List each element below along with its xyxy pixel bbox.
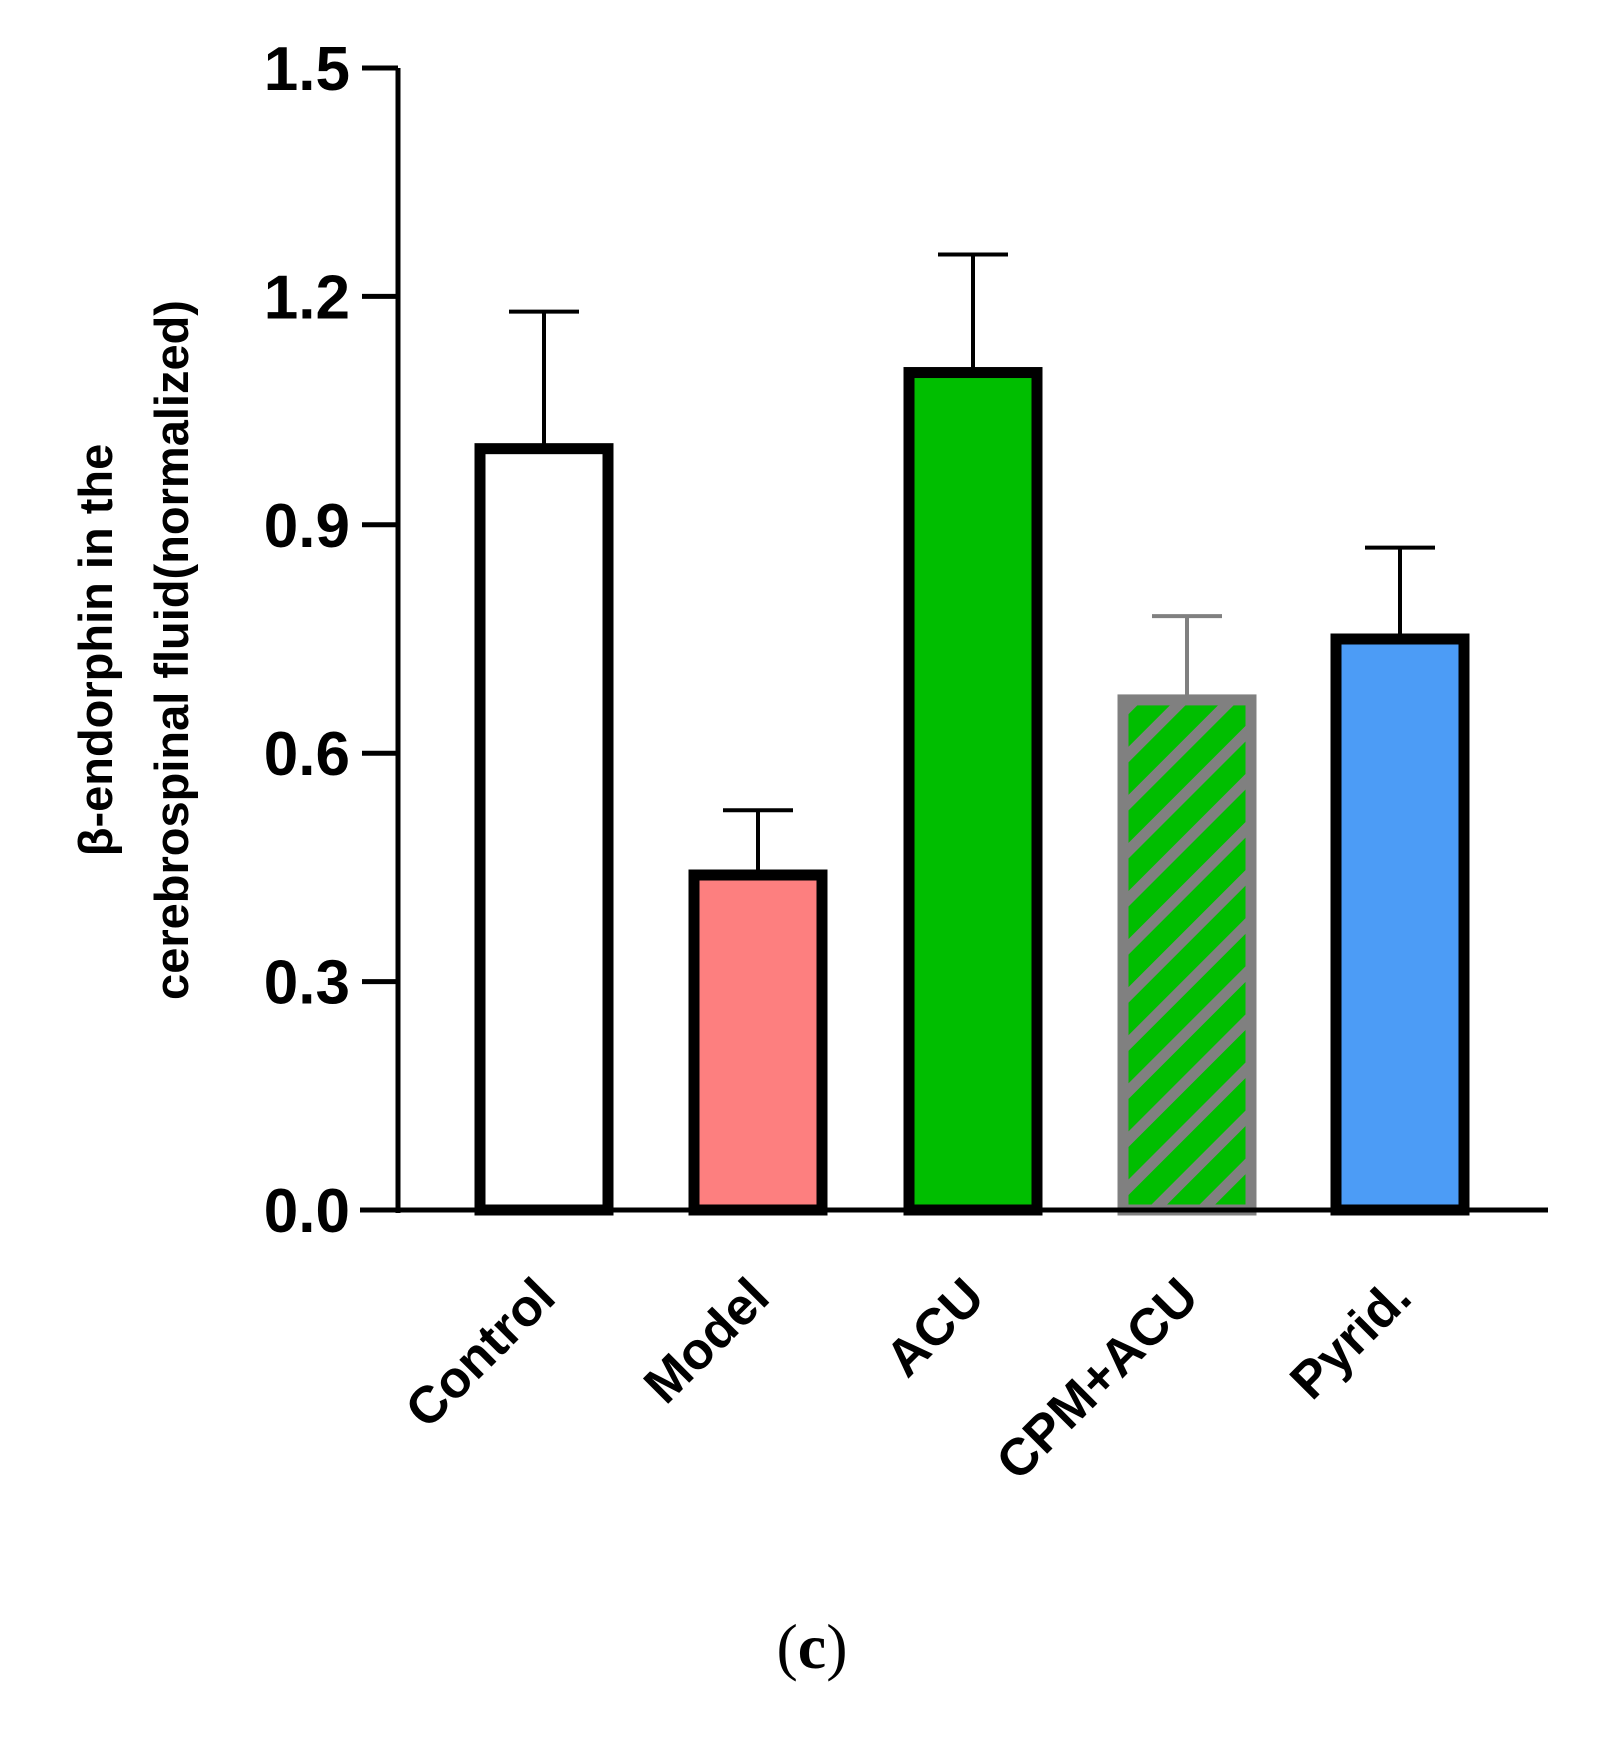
y-tick-label-1-5: 1.5 — [264, 35, 350, 104]
bar-pyrid — [1330, 633, 1470, 1216]
y-tick-label-0-0: 0.0 — [264, 1177, 350, 1246]
caption-close-paren: ) — [826, 1611, 848, 1682]
x-tick-label-model: Model — [633, 1267, 780, 1414]
y-tick-label-0-3: 0.3 — [264, 949, 350, 1018]
y-axis-label: β-endorphin in the cerebrospinal fluid(n… — [69, 300, 198, 1000]
x-tick-label-acu: ACU — [875, 1267, 996, 1388]
axes-layer — [360, 68, 1548, 1213]
bar-acu — [903, 367, 1043, 1216]
x-tick-label-control: Control — [395, 1267, 567, 1439]
error-bars-layer — [509, 252, 1435, 876]
y-axis-label-line-1: β-endorphin in the — [69, 444, 122, 856]
y-tick-label-1-2: 1.2 — [264, 263, 350, 332]
bar-control — [474, 443, 614, 1216]
bar-cpm-acu — [1117, 694, 1257, 1216]
x-tick-label-pyrid: Pyrid. — [1279, 1267, 1422, 1410]
figure-caption: (c) — [0, 1610, 1624, 1684]
caption-letter: c — [797, 1611, 827, 1682]
y-tick-label-0-9: 0.9 — [264, 492, 350, 561]
y-axis-label-line-2: cerebrospinal fluid(normalized) — [145, 300, 198, 1000]
bars-layer — [474, 367, 1470, 1216]
bar-model — [688, 869, 828, 1216]
x-tick-label-cpm-acu: CPM+ACU — [986, 1267, 1210, 1491]
caption-open-paren: ( — [776, 1611, 798, 1682]
y-tick-label-0-6: 0.6 — [264, 720, 350, 789]
y-ticks-layer: 0.0 0.3 0.6 0.9 1.2 1.5 — [264, 35, 398, 1246]
